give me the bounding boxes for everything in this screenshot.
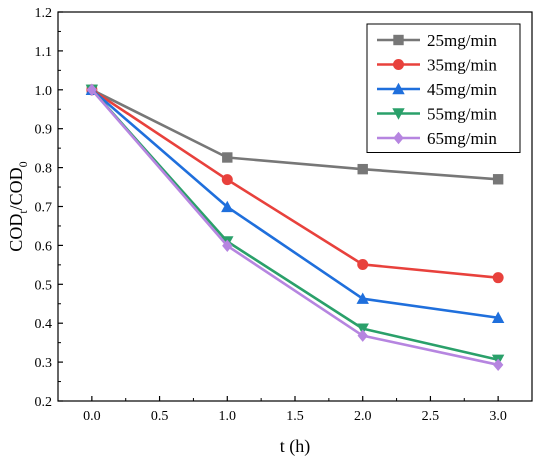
x-tick-label: 2.5 (422, 409, 440, 424)
y-axis-title-subscript: 0 (16, 161, 30, 167)
legend-marker (393, 59, 404, 70)
data-point (221, 200, 234, 213)
y-tick-label: 0.9 (35, 123, 53, 138)
legend-item: 25mg/min (377, 31, 497, 50)
data-point (222, 152, 233, 163)
y-axis-title: CODt/COD0 (6, 161, 30, 251)
legend: 25mg/min 35mg/min 45mg/min 55mg/min 65mg/min (366, 23, 521, 153)
series-line (90, 88, 499, 367)
y-tick-label: 0.4 (35, 317, 53, 332)
axis-titles: t (h) CODt/COD0 (6, 161, 310, 457)
y-axis-title-subscript: t (16, 210, 30, 214)
y-tick-label: 1.2 (35, 6, 53, 21)
legend-marker (392, 108, 405, 120)
data-point (221, 174, 233, 186)
legend-marker (392, 82, 405, 95)
x-tick-label: 1.0 (219, 409, 237, 424)
axes-layer: 0.2 0.3 0.4 0.5 0.6 0.7 0.8 0.9 1.0 1.1 1.2 0.0 0.5 1… (35, 6, 507, 424)
x-tick-label: 2.0 (354, 409, 372, 424)
series-line (91, 88, 499, 320)
x-tick-label: 0.0 (83, 409, 101, 424)
y-tick-label: 0.3 (35, 356, 53, 371)
series-65mg-min (86, 83, 504, 372)
series-35mg-min (86, 84, 504, 284)
series-layer (85, 83, 505, 372)
data-point (492, 272, 504, 284)
series-line (91, 88, 499, 279)
data-point (492, 358, 504, 372)
x-tick-label: 3.0 (489, 409, 507, 424)
data-point (357, 163, 368, 175)
legend-label: 55mg/min (427, 105, 497, 124)
x-axis-title: t (h) (280, 436, 311, 457)
legend-item: 45mg/min (377, 80, 497, 99)
series-line (90, 88, 499, 362)
data-point (492, 174, 504, 185)
data-point (86, 83, 98, 96)
legend-item: 35mg/min (377, 56, 497, 75)
y-tick-label: 1.1 (35, 45, 53, 60)
y-tick-label: 0.5 (35, 278, 53, 293)
y-tick-label: 0.2 (35, 395, 53, 410)
x-tick-label: 0.5 (151, 409, 169, 424)
data-point (491, 311, 505, 323)
y-tick-label: 0.6 (35, 239, 53, 254)
legend-label: 65mg/min (427, 129, 497, 148)
y-tick-label: 1.0 (35, 84, 53, 99)
y-tick-label: 0.8 (35, 162, 53, 177)
legend-item: 65mg/min (377, 129, 497, 148)
y-axis-title-part: COD (6, 214, 26, 252)
legend-label: 45mg/min (427, 80, 497, 99)
x-tick-label: 1.5 (286, 409, 304, 424)
data-point (222, 239, 233, 252)
legend-item: 55mg/min (377, 105, 497, 124)
data-point (357, 258, 369, 270)
data-point (356, 323, 369, 335)
y-axis-title-part: /COD (6, 167, 26, 210)
series-line (91, 88, 499, 181)
legend-marker (393, 34, 404, 46)
data-point (357, 329, 368, 342)
y-tick-label: 0.7 (35, 201, 53, 216)
legend-label: 35mg/min (427, 56, 497, 75)
legend-label: 25mg/min (427, 31, 497, 50)
data-point (356, 292, 369, 304)
legend-marker (393, 131, 404, 145)
